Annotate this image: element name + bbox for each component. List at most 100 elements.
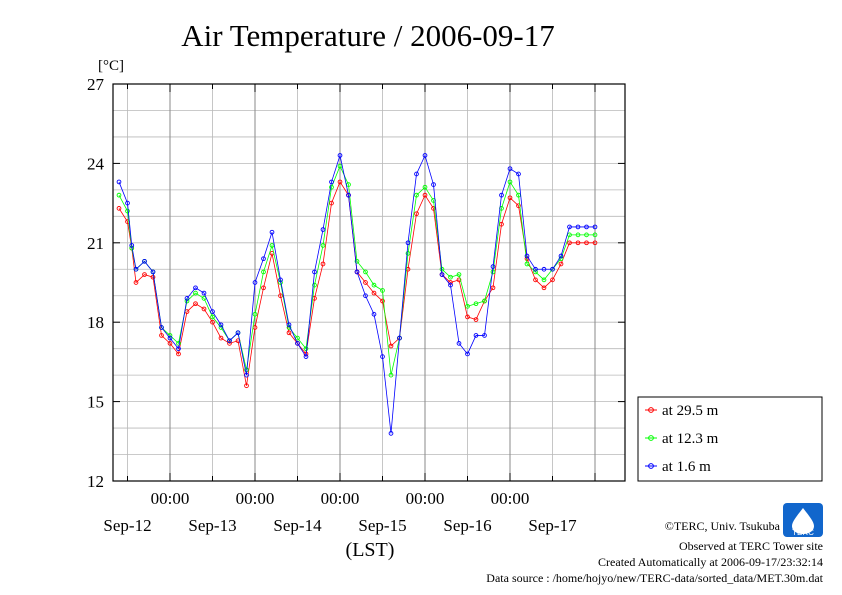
- data-point: [414, 211, 419, 217]
- data-point: [567, 240, 572, 246]
- data-point: [320, 243, 326, 248]
- data-point: [142, 272, 147, 277]
- data-point: [210, 309, 215, 314]
- y-tick-label: 12: [87, 472, 104, 491]
- data-point: [584, 240, 589, 246]
- data-point: [159, 333, 164, 338]
- x-time-label: 00:00: [321, 489, 360, 508]
- data-point: [363, 293, 368, 299]
- legend-box: [637, 396, 823, 482]
- data-point: [456, 272, 462, 277]
- data-point: [210, 319, 215, 325]
- series-at-1-6-m: [116, 153, 598, 436]
- x-time-label: 00:00: [491, 489, 530, 508]
- data-point: [133, 280, 139, 285]
- data-point: [388, 431, 394, 436]
- data-point: [371, 282, 377, 288]
- plot-series: [116, 153, 598, 436]
- data-point: [516, 203, 521, 209]
- data-point: [227, 338, 232, 344]
- data-point: [507, 166, 513, 172]
- data-point: [456, 341, 462, 346]
- data-point: [252, 280, 258, 285]
- data-point: [116, 179, 122, 185]
- data-point: [227, 341, 232, 346]
- y-tick-label: 24: [87, 154, 105, 173]
- data-point: [414, 192, 419, 198]
- y-tick-label: 18: [87, 313, 104, 332]
- data-point: [150, 274, 156, 280]
- data-point: [337, 179, 343, 185]
- data-point: [524, 253, 530, 259]
- data-point: [133, 266, 139, 272]
- data-point: [176, 341, 181, 346]
- x-date-label: Sep-13: [188, 516, 236, 535]
- logo-text: TERC: [792, 528, 814, 537]
- data-point: [159, 325, 164, 330]
- data-point: [473, 333, 479, 338]
- data-point: [363, 280, 368, 285]
- data-point: [405, 251, 411, 256]
- data-point: [499, 192, 504, 198]
- data-point: [329, 200, 334, 206]
- data-point: [422, 184, 428, 190]
- data-point: [567, 232, 572, 238]
- legend-item: at 29.5 m: [645, 403, 719, 419]
- legend-item: at 1.6 m: [645, 459, 711, 475]
- data-point: [269, 229, 275, 235]
- data-point: [218, 335, 224, 341]
- data-point: [303, 354, 309, 359]
- data-point: [490, 269, 496, 275]
- x-date-label: Sep-12: [103, 516, 151, 535]
- data-point: [507, 195, 513, 201]
- data-point: [516, 171, 521, 177]
- x-time-label: 00:00: [406, 489, 445, 508]
- data-point: [482, 333, 487, 338]
- data-point: [533, 277, 538, 283]
- data-point: [278, 293, 283, 299]
- legend-label: at 1.6 m: [662, 459, 711, 475]
- data-point: [150, 269, 156, 275]
- data-point: [575, 224, 581, 230]
- series-at-29-5-m: [116, 179, 598, 389]
- x-date-label: Sep-15: [358, 516, 406, 535]
- water-drop-icon: [792, 508, 814, 534]
- data-point: [286, 322, 292, 328]
- data-point: [303, 346, 309, 352]
- data-point: [244, 383, 249, 389]
- x-date-label: Sep-14: [273, 516, 322, 535]
- copyright-text: ©TERC, Univ. Tsukuba: [665, 519, 781, 533]
- x-axis-label: (LST): [346, 539, 395, 561]
- data-point: [244, 372, 249, 378]
- data-point: [558, 261, 564, 267]
- data-point: [116, 206, 122, 211]
- data-point: [541, 266, 547, 272]
- data-point: [592, 232, 598, 238]
- data-point: [422, 153, 428, 158]
- data-point: [541, 285, 547, 291]
- data-point: [142, 258, 147, 264]
- data-point: [490, 285, 496, 291]
- y-tick-label: 21: [87, 234, 104, 253]
- data-point: [388, 372, 394, 378]
- data-point: [592, 240, 598, 246]
- terc-logo: TERC: [783, 503, 823, 537]
- data-point: [507, 179, 513, 185]
- legend-swatch-marker: [648, 435, 654, 441]
- x-time-label: 00:00: [236, 489, 275, 508]
- data-point: [380, 298, 385, 304]
- data-point: [193, 290, 198, 296]
- data-point: [193, 285, 198, 291]
- data-point: [550, 277, 555, 283]
- plot-frame: [112, 83, 626, 482]
- data-point: [473, 317, 479, 322]
- data-point: [337, 153, 343, 158]
- data-point: [286, 330, 292, 336]
- data-point: [490, 264, 496, 269]
- data-point: [320, 227, 326, 232]
- source-text: Data source : /home/hojyo/new/TERC-data/…: [486, 571, 823, 585]
- data-point: [558, 253, 564, 259]
- legend-swatch-marker: [648, 407, 654, 413]
- data-point: [524, 261, 530, 267]
